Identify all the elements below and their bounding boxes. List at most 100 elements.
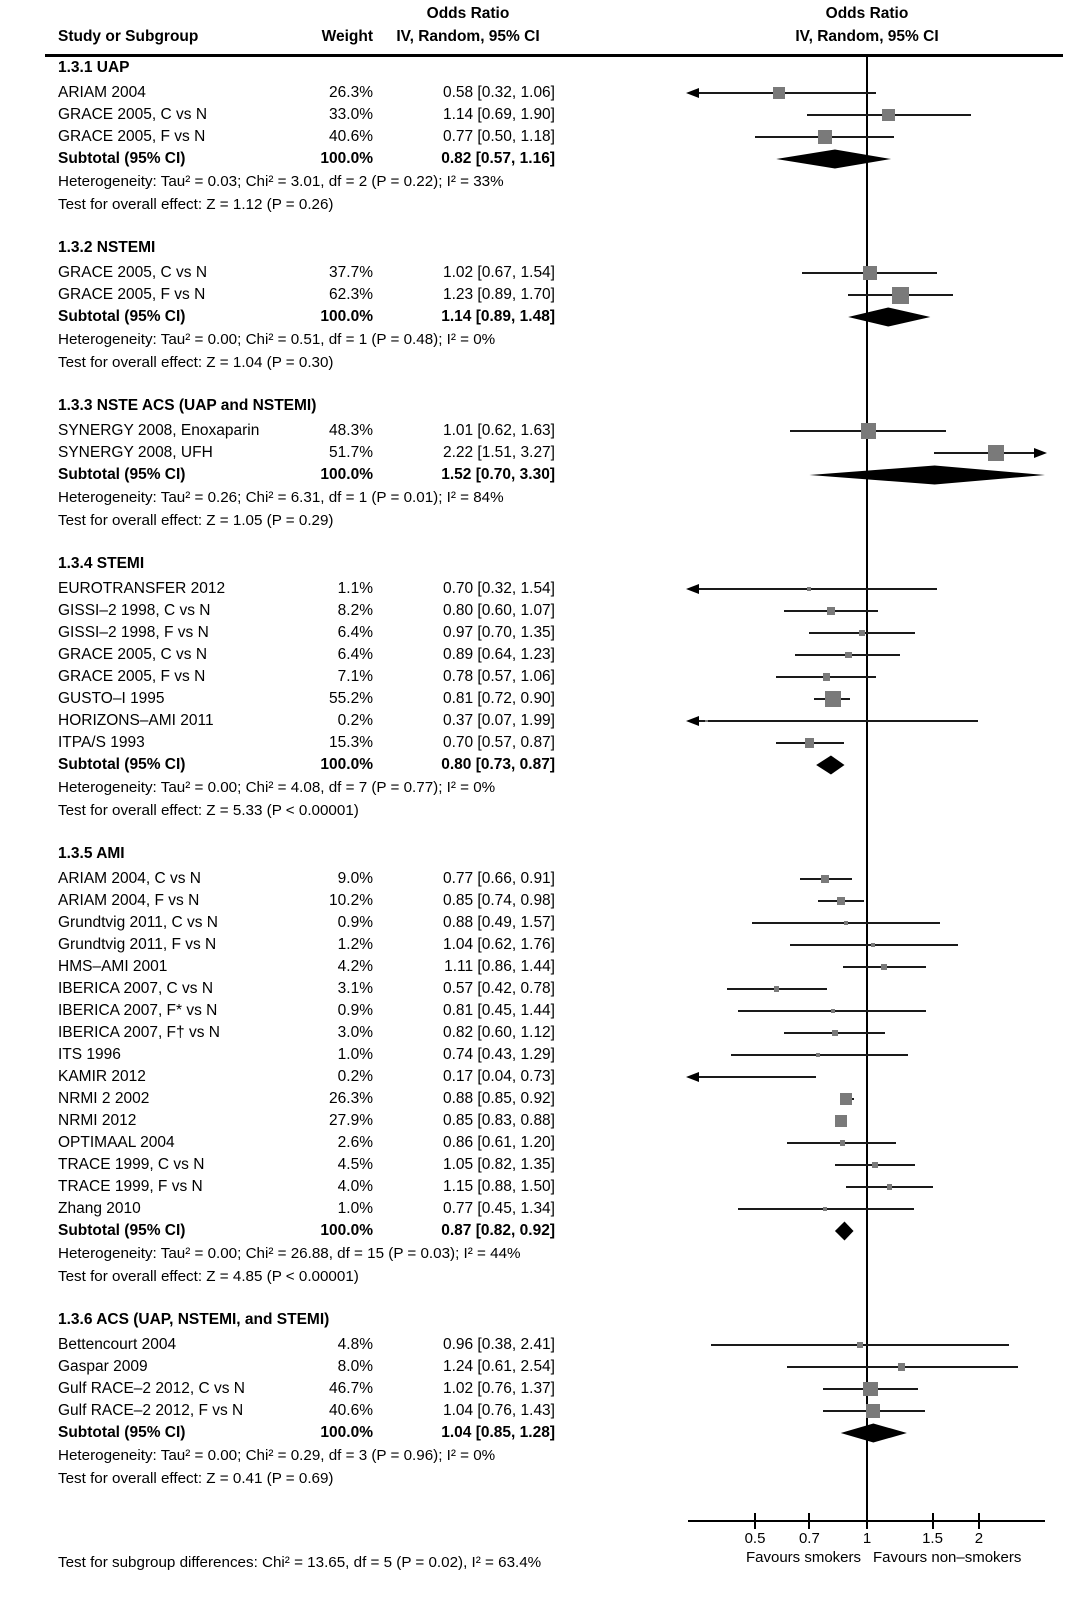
ci-text: 0.82 [0.60, 1.12]	[442, 1024, 555, 1041]
study-label: KAMIR 2012	[58, 1068, 146, 1085]
study-label: Grundtvig 2011, F vs N	[58, 936, 217, 953]
weight-value: 100.0%	[320, 150, 373, 167]
ci-line	[697, 588, 937, 590]
subtotal-diamond	[834, 1221, 854, 1241]
ci-text: 0.82 [0.57, 1.16]	[441, 150, 555, 167]
study-row: TRACE 1999, F vs N 4.0% 1.15 [0.88, 1.50]	[0, 1176, 1090, 1198]
ci-line	[933, 452, 1036, 454]
heterogeneity-text: Heterogeneity: Tau² = 0.03; Chi² = 3.01,…	[58, 173, 504, 190]
weight-value: 40.6%	[329, 128, 373, 145]
section-header: 1.3.1 UAP	[0, 57, 1090, 79]
weight-value: 46.7%	[329, 1380, 373, 1397]
study-label: GRACE 2005, C vs N	[58, 646, 208, 663]
weight-value: 3.0%	[337, 1024, 373, 1041]
study-row: ARIAM 2004 26.3% 0.58 [0.32, 1.06]	[0, 82, 1090, 104]
weight-value: 37.7%	[329, 264, 373, 281]
ci-text: 1.24 [0.61, 2.54]	[442, 1358, 555, 1375]
overall-effect-row: Test for overall effect: Z = 0.41 (P = 0…	[0, 1467, 1090, 1490]
or-marker	[840, 1093, 853, 1105]
or-marker	[822, 1207, 827, 1211]
study-label: HORIZONS–AMI 2011	[58, 712, 214, 729]
study-row: ARIAM 2004, C vs N 9.0% 0.77 [0.66, 0.91]	[0, 868, 1090, 890]
study-row: ITS 1996 1.0% 0.74 [0.43, 1.29]	[0, 1044, 1090, 1066]
heterogeneity-text: Heterogeneity: Tau² = 0.00; Chi² = 0.29,…	[58, 1447, 496, 1464]
study-row: GRACE 2005, F vs N 40.6% 0.77 [0.50, 1.18]	[0, 126, 1090, 148]
ci-text: 1.04 [0.76, 1.43]	[442, 1402, 555, 1419]
or-marker	[871, 1162, 878, 1169]
or-marker	[827, 607, 835, 615]
study-row: Gaspar 2009 8.0% 1.24 [0.61, 2.54]	[0, 1356, 1090, 1378]
or-marker	[820, 875, 829, 883]
section-title: 1.3.6 ACS (UAP, NSTEMI, and STEMI)	[58, 1311, 330, 1328]
or-marker	[858, 629, 866, 637]
study-row: Grundtvig 2011, F vs N 1.2% 1.04 [0.62, 1.…	[0, 934, 1090, 956]
study-row: GRACE 2005, C vs N 37.7% 1.02 [0.67, 1.54]	[0, 262, 1090, 284]
subtotal-label: Subtotal (95% CI)	[58, 466, 186, 483]
study-label: TRACE 1999, C vs N	[58, 1156, 205, 1173]
overall-effect-text: Test for overall effect: Z = 5.33 (P < 0…	[58, 802, 359, 819]
weight-value: 6.4%	[337, 646, 373, 663]
ci-text: 0.89 [0.64, 1.23]	[442, 646, 555, 663]
or-marker	[871, 942, 876, 948]
ci-arrow-left	[686, 716, 699, 726]
weight-value: 7.1%	[337, 668, 373, 685]
study-label: Zhang 2010	[58, 1200, 141, 1217]
overall-effect-row: Test for overall effect: Z = 4.85 (P < 0…	[0, 1265, 1090, 1288]
weight-value: 4.5%	[337, 1156, 373, 1173]
or-marker	[816, 1053, 821, 1057]
ci-text: 0.88 [0.85, 0.92]	[442, 1090, 555, 1107]
section-title: 1.3.5 AMI	[58, 845, 125, 862]
ci-text: 1.52 [0.70, 3.30]	[441, 466, 555, 483]
study-column-header: Study or Subgroup	[58, 28, 199, 45]
study-label: GRACE 2005, F vs N	[58, 668, 206, 685]
ci-text: 0.77 [0.66, 0.91]	[442, 870, 555, 887]
ci-text: 0.58 [0.32, 1.06]	[442, 84, 555, 101]
ci-text: 0.87 [0.82, 0.92]	[441, 1222, 555, 1239]
ci-arrow-left	[686, 88, 699, 98]
subtotal-label: Subtotal (95% CI)	[58, 1424, 186, 1441]
ci-text: 0.77 [0.45, 1.34]	[442, 1200, 555, 1217]
or-marker	[863, 266, 878, 280]
ci-text: 0.70 [0.57, 0.87]	[442, 734, 555, 751]
study-label: ITPA/S 1993	[58, 734, 145, 751]
weight-value: 100.0%	[320, 1424, 373, 1441]
or-marker	[704, 719, 708, 723]
study-label: SYNERGY 2008, UFH	[58, 444, 213, 461]
study-row: IBERICA 2007, F* vs N 0.9% 0.81 [0.45, 1.4…	[0, 1000, 1090, 1022]
ci-arrow-left	[686, 584, 699, 594]
section-header: 1.3.4 STEMI	[0, 553, 1090, 575]
weight-value: 1.0%	[337, 1200, 373, 1217]
heterogeneity-row: Heterogeneity: Tau² = 0.00; Chi² = 0.29,…	[0, 1444, 1090, 1467]
or-marker	[861, 423, 877, 439]
study-row: Grundtvig 2011, C vs N 0.9% 0.88 [0.49, 1.…	[0, 912, 1090, 934]
or-marker	[832, 1030, 838, 1036]
weight-value: 0.2%	[337, 1068, 373, 1085]
or-marker	[773, 986, 779, 992]
ci-text: 0.70 [0.32, 1.54]	[442, 580, 555, 597]
study-label: NRMI 2 2002	[58, 1090, 150, 1107]
weight-value: 15.3%	[329, 734, 373, 751]
axis-area: 0.5 0.7 1 1.5 2 Favours smokers Favours non–…	[0, 1490, 1090, 1605]
ci-text: 0.17 [0.04, 0.73]	[442, 1068, 555, 1085]
study-label: EUROTRANSFER 2012	[58, 580, 226, 597]
axis-tick-label: 1	[862, 1530, 872, 1547]
study-row: HMS–AMI 2001 4.2% 1.11 [0.86, 1.44]	[0, 956, 1090, 978]
section-title: 1.3.3 NSTE ACS (UAP and NSTEMI)	[58, 397, 317, 414]
overall-effect-text: Test for overall effect: Z = 1.05 (P = 0…	[58, 512, 334, 529]
study-row: Zhang 2010 1.0% 0.77 [0.45, 1.34]	[0, 1198, 1090, 1220]
weight-value: 51.7%	[329, 444, 373, 461]
weight-value: 1.1%	[337, 580, 373, 597]
study-label: GRACE 2005, C vs N	[58, 264, 208, 281]
study-label: Gulf RACE–2 2012, C vs N	[58, 1380, 245, 1397]
heterogeneity-text: Heterogeneity: Tau² = 0.00; Chi² = 4.08,…	[58, 779, 496, 796]
study-label: HMS–AMI 2001	[58, 958, 168, 975]
study-label: ARIAM 2004	[58, 84, 146, 101]
study-row: Gulf RACE–2 2012, F vs N 40.6% 1.04 [0.76,…	[0, 1400, 1090, 1422]
or-marker	[817, 129, 832, 145]
ci-text: 1.05 [0.82, 1.35]	[442, 1156, 555, 1173]
section-header: 1.3.5 AMI	[0, 843, 1090, 865]
axis-tick	[866, 1513, 868, 1529]
weight-value: 0.9%	[337, 914, 373, 931]
or-marker	[844, 651, 852, 659]
axis-tick-label: 1.5	[922, 1530, 943, 1547]
